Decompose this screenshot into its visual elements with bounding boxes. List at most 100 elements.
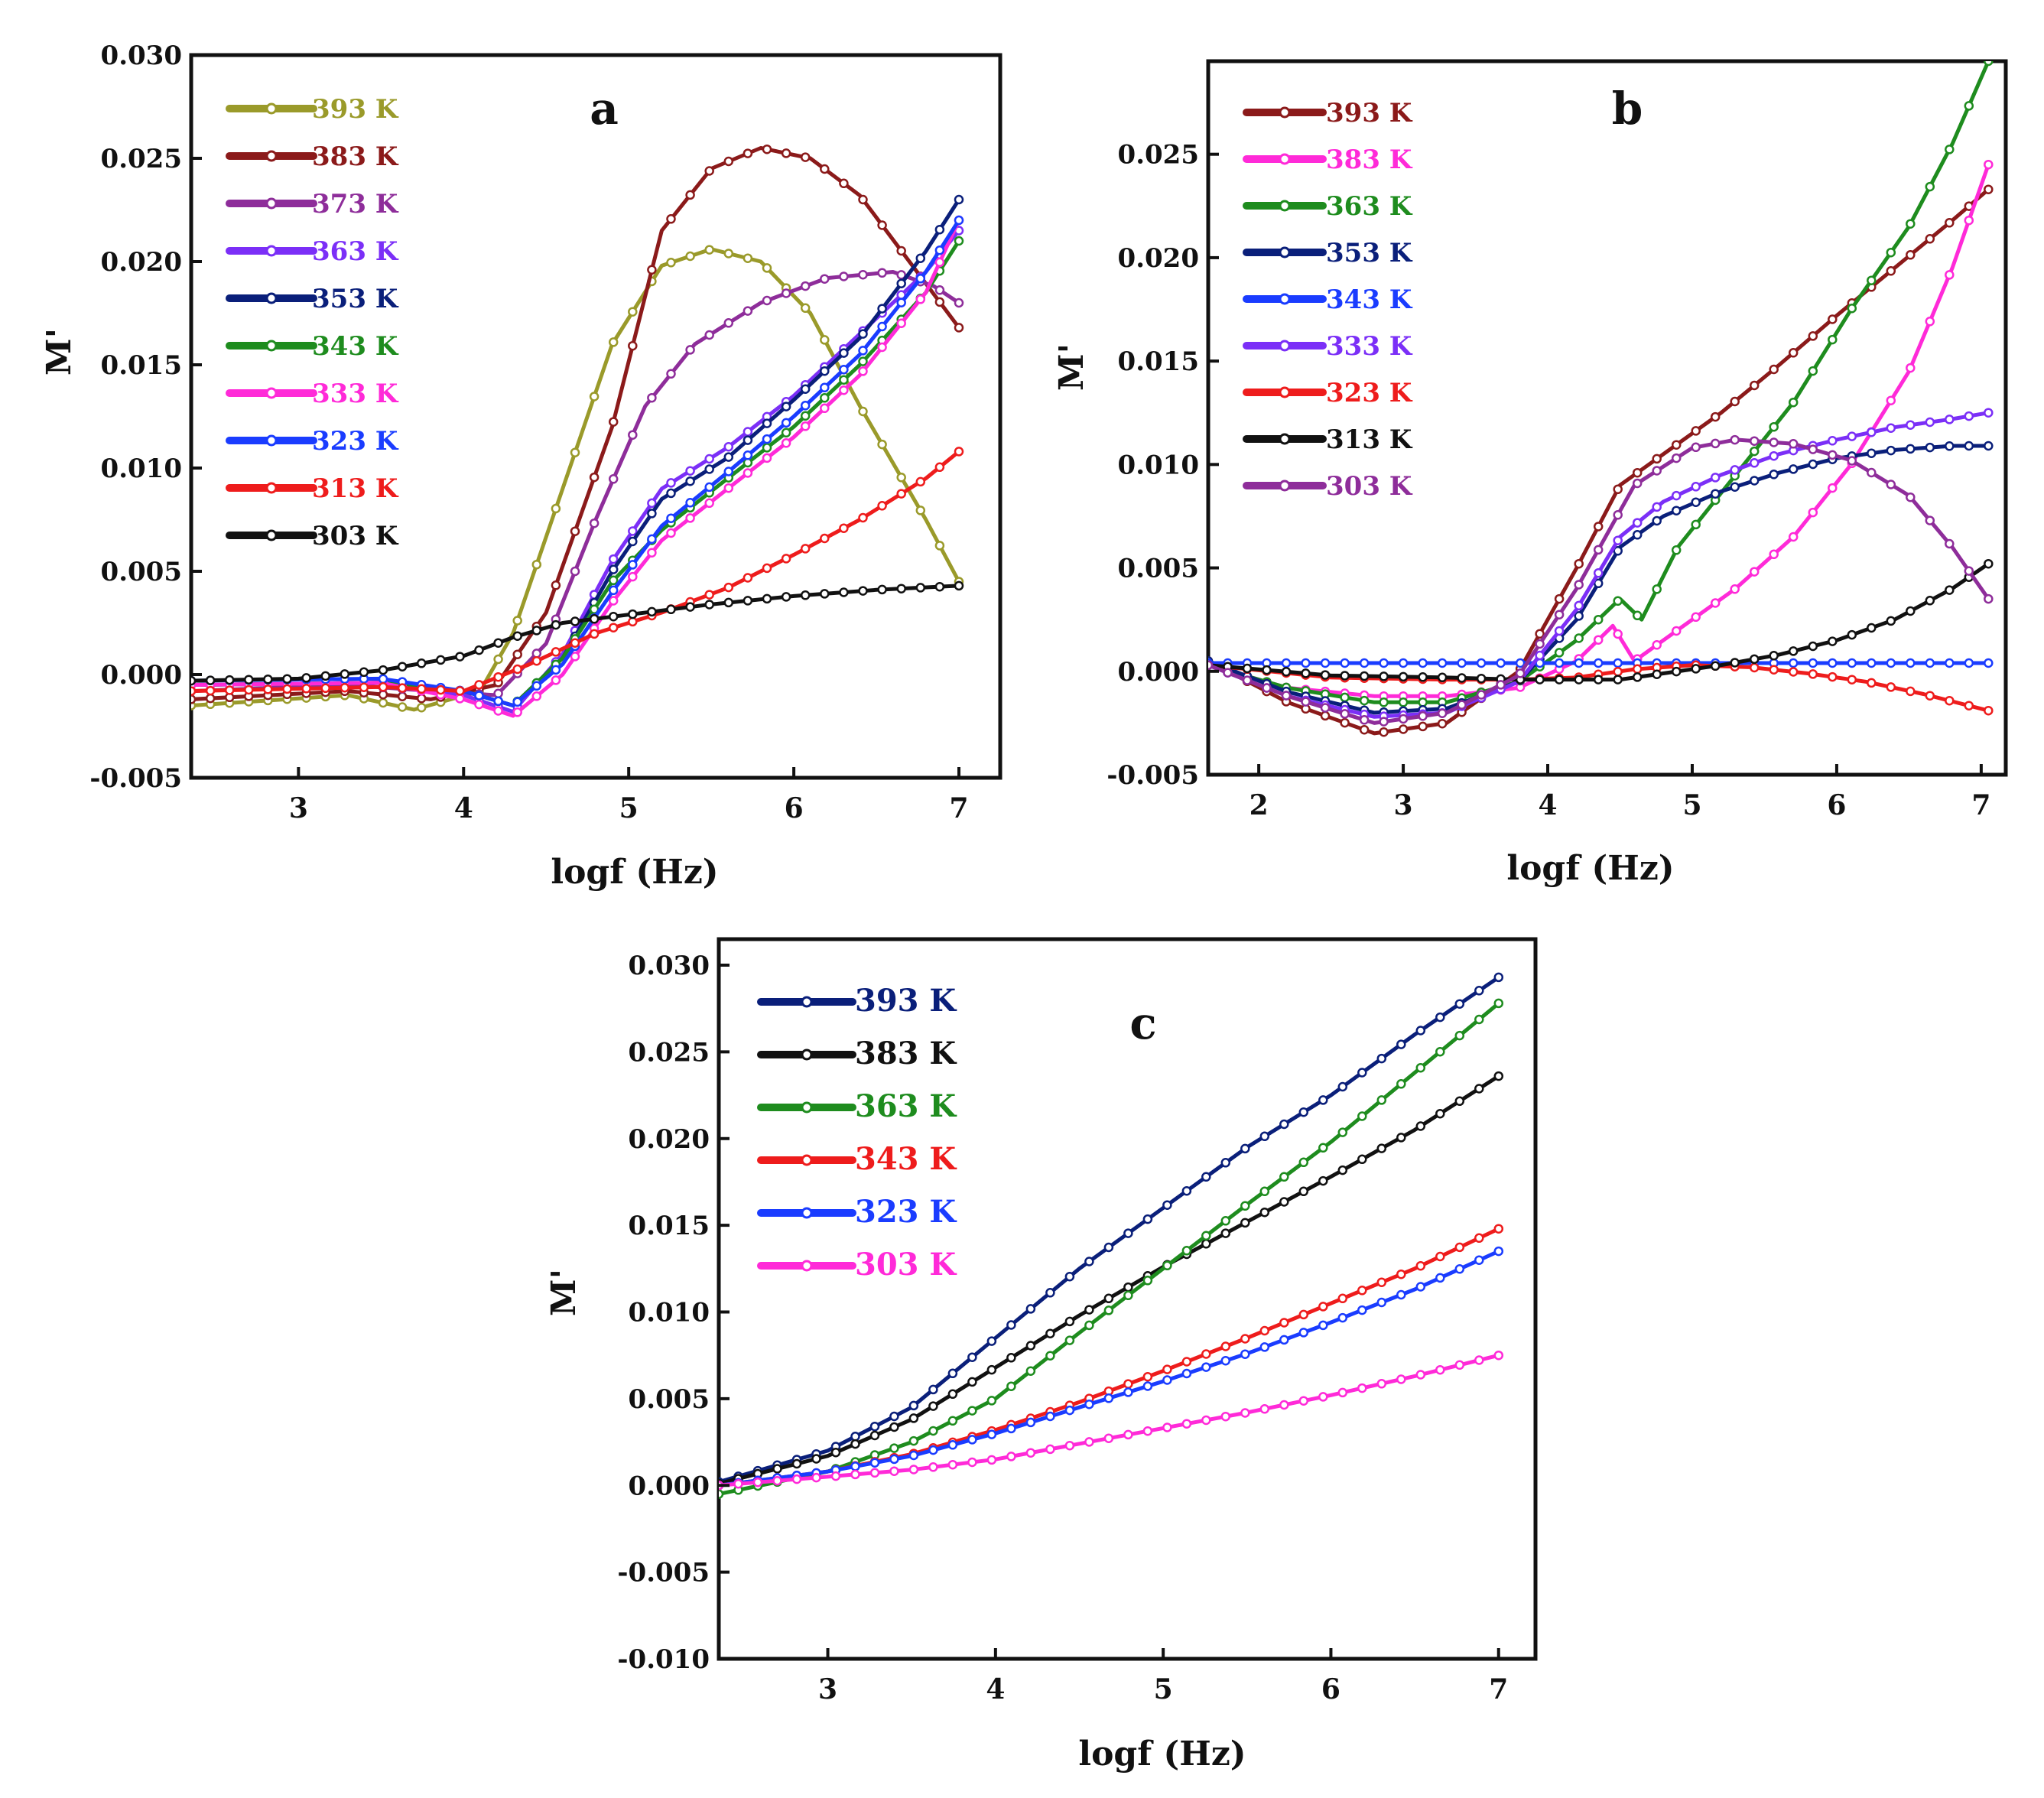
series-marker bbox=[1337, 1165, 1348, 1175]
legend-item: 373 K bbox=[226, 189, 399, 219]
series-marker bbox=[1788, 646, 1799, 656]
series-marker bbox=[455, 694, 465, 704]
series-marker bbox=[781, 554, 791, 564]
series-marker bbox=[1710, 411, 1721, 422]
series-marker bbox=[1710, 598, 1721, 608]
series-marker bbox=[877, 342, 887, 353]
panel-c-ylabel: M' bbox=[544, 1269, 583, 1316]
x-tick-label: 6 bbox=[785, 792, 804, 824]
series-marker bbox=[1162, 1422, 1172, 1432]
series-marker bbox=[704, 498, 714, 509]
series-marker bbox=[1396, 1269, 1406, 1279]
legend-label: 343 K bbox=[855, 1141, 957, 1177]
series-marker bbox=[1730, 584, 1740, 594]
series-marker bbox=[647, 534, 657, 545]
series-marker bbox=[1201, 1362, 1211, 1372]
series-marker bbox=[1340, 671, 1350, 681]
series-marker bbox=[1379, 658, 1389, 668]
series-marker bbox=[1886, 247, 1896, 258]
series-marker bbox=[1359, 695, 1370, 706]
series-marker bbox=[1123, 1228, 1133, 1238]
series-marker bbox=[1240, 1201, 1250, 1211]
series-marker bbox=[1435, 1273, 1445, 1283]
series-marker bbox=[474, 691, 484, 701]
y-tick-label: 0.000 bbox=[629, 1471, 710, 1501]
series-marker bbox=[800, 590, 811, 600]
series-marker bbox=[1103, 1293, 1114, 1304]
series-marker bbox=[781, 148, 791, 158]
series-marker bbox=[877, 321, 887, 332]
series-marker bbox=[1357, 1068, 1367, 1078]
series-marker bbox=[1847, 456, 1857, 466]
series-marker bbox=[1749, 446, 1760, 457]
x-tick-label: 7 bbox=[1489, 1673, 1508, 1705]
series-marker bbox=[1162, 1200, 1172, 1210]
series-marker bbox=[1886, 616, 1896, 626]
series-marker bbox=[1220, 1355, 1231, 1366]
series-marker bbox=[1769, 421, 1779, 432]
series-marker bbox=[858, 194, 868, 205]
series-marker bbox=[1279, 1335, 1289, 1345]
series-marker bbox=[1769, 651, 1779, 661]
series-marker bbox=[1474, 1233, 1484, 1244]
legend-marker bbox=[801, 1260, 813, 1272]
series-marker bbox=[301, 673, 311, 683]
panel-c: 3 4 5 6 7 -0.010 -0.005 0.000 0.005 0.010 0.015 0.0… bbox=[544, 937, 1538, 1774]
series-marker bbox=[1376, 1297, 1387, 1308]
series-marker bbox=[800, 384, 811, 394]
series-marker bbox=[850, 1439, 860, 1449]
series-marker bbox=[282, 684, 292, 694]
series-marker bbox=[1064, 1335, 1075, 1345]
series-marker bbox=[1925, 658, 1935, 668]
series-marker bbox=[986, 1364, 997, 1375]
series-marker bbox=[1084, 1305, 1094, 1315]
series-marker bbox=[512, 707, 522, 717]
series-marker bbox=[1788, 532, 1799, 542]
series-marker bbox=[1337, 1081, 1348, 1092]
legend-item: 383 K bbox=[757, 1036, 957, 1071]
series-marker bbox=[1240, 1143, 1250, 1154]
series-marker bbox=[397, 702, 408, 712]
series-marker bbox=[858, 346, 868, 356]
series-marker bbox=[1984, 61, 1994, 67]
series-marker bbox=[1493, 1071, 1504, 1081]
legend-marker bbox=[1279, 153, 1291, 165]
series-marker bbox=[1828, 671, 1838, 682]
series-marker bbox=[704, 166, 714, 176]
x-tick-label: 3 bbox=[818, 1673, 837, 1705]
y-tick-label: 0.030 bbox=[101, 41, 182, 71]
series-marker bbox=[1867, 658, 1877, 668]
legend-item: 333 K bbox=[226, 379, 399, 409]
series-marker bbox=[1379, 727, 1389, 737]
series-marker bbox=[416, 658, 427, 668]
series-marker bbox=[928, 1384, 938, 1395]
series-marker bbox=[340, 682, 350, 693]
series-marker bbox=[820, 164, 830, 174]
series-marker bbox=[704, 482, 714, 493]
series-marker bbox=[869, 1430, 880, 1441]
series-marker bbox=[986, 1396, 997, 1406]
series-marker bbox=[1262, 683, 1272, 693]
series-marker bbox=[820, 274, 830, 284]
series-marker bbox=[1886, 266, 1896, 276]
series-marker bbox=[1945, 218, 1955, 228]
series-marker bbox=[512, 649, 522, 659]
series-marker bbox=[1418, 711, 1428, 721]
series-marker bbox=[628, 560, 638, 570]
series-marker bbox=[1220, 1216, 1231, 1226]
series-marker bbox=[1201, 1349, 1211, 1359]
series-line bbox=[719, 1249, 1500, 1487]
series-313-k bbox=[1208, 558, 1994, 684]
legend-item: 303 K bbox=[757, 1247, 957, 1283]
legend-item: 313 K bbox=[226, 473, 399, 504]
series-marker bbox=[512, 631, 522, 641]
series-marker bbox=[1281, 667, 1292, 677]
series-marker bbox=[1476, 673, 1487, 684]
series-marker bbox=[512, 697, 522, 707]
series-marker bbox=[1493, 972, 1504, 983]
series-marker bbox=[608, 554, 619, 564]
series-marker bbox=[570, 616, 580, 626]
series-marker bbox=[781, 418, 791, 428]
series-marker bbox=[1867, 275, 1877, 285]
series-marker bbox=[628, 526, 638, 536]
